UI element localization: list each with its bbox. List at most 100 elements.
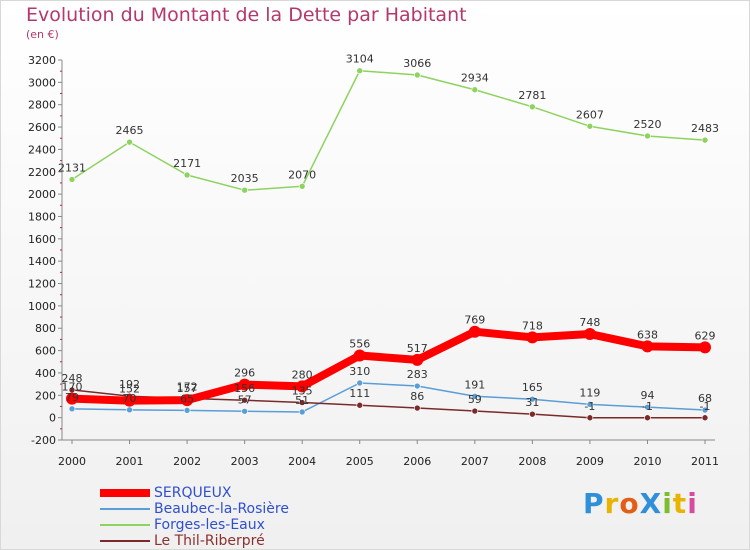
data-point — [529, 103, 536, 111]
y-tick-label: 2600 — [28, 121, 56, 134]
data-label: 68 — [698, 392, 712, 405]
data-label: 70 — [123, 392, 137, 405]
data-label: 2934 — [461, 72, 489, 85]
data-label: 280 — [292, 368, 313, 381]
proxiti-logo: ProXiti — [583, 487, 698, 520]
data-point — [641, 340, 654, 353]
data-label: -1 — [584, 400, 595, 413]
data-label: 3104 — [346, 53, 374, 66]
legend-label: Forges-les-Eaux — [154, 517, 265, 533]
data-label: 165 — [522, 381, 543, 394]
data-point — [183, 171, 191, 179]
data-point — [181, 394, 194, 407]
y-tick-label: 3200 — [28, 54, 56, 67]
data-point — [356, 401, 364, 409]
y-tick-label: 200 — [35, 389, 56, 402]
data-label: 152 — [119, 383, 140, 396]
data-point — [586, 401, 594, 408]
data-label: 57 — [238, 393, 252, 406]
data-point — [411, 353, 424, 366]
chart-title: Evolution du Montant de la Dette par Hab… — [26, 4, 467, 26]
data-point — [238, 378, 251, 391]
data-label: 65 — [180, 392, 194, 405]
data-point — [298, 399, 306, 406]
series-line-2 — [71, 69, 706, 191]
data-label: 172 — [177, 380, 198, 393]
y-tick-label: 1000 — [28, 300, 56, 313]
data-label: -1 — [642, 400, 653, 413]
x-tick-label: 2000 — [58, 455, 86, 468]
data-label: 31 — [525, 396, 539, 409]
data-point — [471, 407, 479, 415]
data-label: 638 — [637, 328, 658, 341]
data-label: 718 — [522, 319, 543, 332]
y-tick-label: 2000 — [28, 188, 56, 201]
y-tick-label: 800 — [35, 322, 56, 335]
x-tick-label: 2004 — [288, 455, 316, 468]
x-tick-label: 2007 — [461, 455, 489, 468]
data-label: 119 — [579, 386, 600, 399]
data-label: 296 — [234, 367, 255, 380]
data-label: 135 — [292, 385, 313, 398]
data-label: 769 — [464, 314, 485, 327]
chart-unit: (en €) — [26, 28, 59, 41]
data-labels: 170 152 157 296 280 556 517 769 718 748 638 629 79 70… — [58, 53, 719, 413]
data-label: 2171 — [173, 157, 201, 170]
data-label: 192 — [119, 378, 140, 391]
data-point — [66, 392, 78, 405]
data-point — [529, 395, 536, 403]
data-point — [586, 414, 594, 422]
data-label: 310 — [349, 365, 370, 378]
y-tick-label: -200 — [31, 434, 56, 447]
data-point — [471, 392, 479, 400]
data-label: 2781 — [518, 89, 546, 102]
x-tick-label: 2005 — [346, 455, 374, 468]
y-tick-label: 0 — [49, 412, 56, 425]
data-label: 2465 — [116, 124, 144, 137]
series-points — [66, 67, 711, 422]
data-label: 248 — [62, 372, 83, 385]
y-tick-label: 1400 — [28, 255, 56, 268]
data-point — [298, 408, 306, 416]
series-line-1 — [71, 382, 706, 413]
data-point — [353, 349, 366, 362]
data-label: 170 — [62, 381, 83, 394]
legend-swatch — [100, 508, 150, 510]
axes: -200 0 200 400 600 800 1000 1200 1400 1600 1800 200… — [28, 54, 719, 468]
x-tick-label: 2011 — [691, 455, 719, 468]
legend-swatch — [100, 540, 150, 542]
y-tick-label: 1200 — [28, 278, 56, 291]
data-point — [356, 379, 364, 387]
data-label: 629 — [695, 329, 716, 342]
data-point — [413, 404, 421, 412]
y-tick-label: 1600 — [28, 233, 56, 246]
data-point — [468, 325, 481, 338]
data-point — [356, 67, 364, 75]
data-label: 2607 — [576, 108, 604, 121]
x-tick-label: 2003 — [231, 455, 259, 468]
x-tick-label: 2001 — [116, 455, 144, 468]
y-tick-label: 600 — [35, 345, 56, 358]
y-tick-label: 400 — [35, 367, 56, 380]
legend-label: SERQUEUX — [154, 485, 232, 501]
data-point — [68, 176, 76, 183]
x-tick-label: 2009 — [576, 455, 604, 468]
series-line-0 — [71, 327, 706, 405]
y-tick-label: 2800 — [28, 99, 56, 112]
data-point — [644, 132, 651, 140]
data-point — [586, 122, 594, 130]
data-point — [241, 407, 248, 415]
data-point — [699, 341, 711, 354]
legend-swatch — [100, 489, 150, 497]
data-point — [126, 138, 133, 146]
data-label: 157 — [177, 382, 198, 395]
data-point — [413, 382, 421, 390]
data-label: -1 — [700, 400, 711, 413]
data-label: 517 — [407, 342, 428, 355]
data-point — [183, 407, 191, 414]
x-tick-label: 2008 — [518, 455, 546, 468]
legend-label: Le Thil-Riberpré — [154, 533, 265, 549]
data-label: 283 — [407, 368, 428, 381]
legend-label: Beaubec-la-Rosière — [154, 501, 289, 517]
